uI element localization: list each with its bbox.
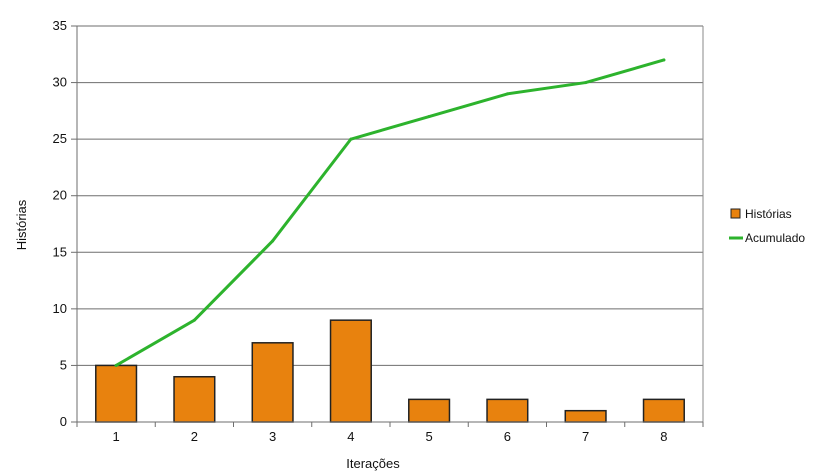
y-tick-label: 20 xyxy=(53,188,67,203)
y-tick-label: 10 xyxy=(53,301,67,316)
bar-4 xyxy=(329,319,372,423)
bar-5 xyxy=(408,398,451,423)
point-acumulado-2 xyxy=(192,318,196,322)
bar-3 xyxy=(251,342,294,423)
point-acumulado-4 xyxy=(349,137,353,141)
x-tick-label: 5 xyxy=(426,429,433,444)
y-axis-title: Histórias xyxy=(14,199,29,250)
point-acumulado-3 xyxy=(271,239,275,243)
y-tick-label: 35 xyxy=(53,18,67,33)
y-tick-label: 30 xyxy=(53,75,67,90)
y-tick-label: 15 xyxy=(53,244,67,259)
y-tick-label: 5 xyxy=(60,357,67,372)
y-tick-label: 0 xyxy=(60,414,67,429)
point-acumulado-8 xyxy=(662,58,666,62)
x-tick-label: 4 xyxy=(347,429,354,444)
legend-label-historias: Histórias xyxy=(745,207,792,221)
bar-8 xyxy=(642,398,685,423)
legend: Histórias Acumulado xyxy=(729,207,805,245)
point-acumulado-1 xyxy=(114,363,118,367)
x-tick-label: 6 xyxy=(504,429,511,444)
legend-label-acumulado: Acumulado xyxy=(745,231,805,245)
bar-2 xyxy=(173,375,216,423)
point-acumulado-5 xyxy=(427,115,431,119)
x-tick-label: 2 xyxy=(191,429,198,444)
legend-swatch-historias xyxy=(730,208,741,219)
y-tick-label: 25 xyxy=(53,131,67,146)
bar-7 xyxy=(564,409,607,423)
bar-1 xyxy=(95,364,138,423)
bar-6 xyxy=(486,398,529,423)
x-axis-title: Iterações xyxy=(346,456,400,471)
x-tick-label: 8 xyxy=(660,429,667,444)
x-tick-label: 7 xyxy=(582,429,589,444)
x-tick-label: 3 xyxy=(269,429,276,444)
point-acumulado-6 xyxy=(505,92,509,96)
x-tick-label: 1 xyxy=(113,429,120,444)
point-acumulado-7 xyxy=(584,81,588,85)
line-acumulado xyxy=(114,58,666,367)
